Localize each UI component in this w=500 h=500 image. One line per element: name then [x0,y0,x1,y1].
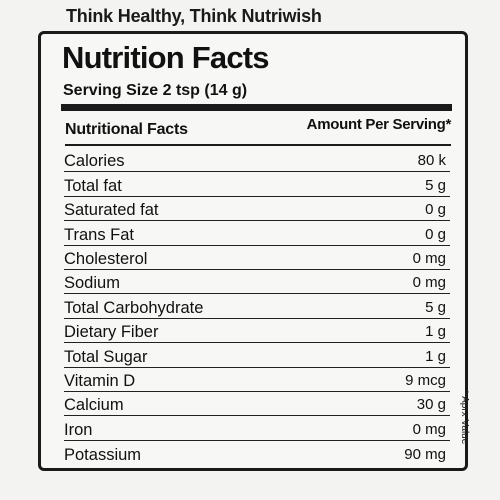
nutrient-name: Vitamin D [64,371,136,390]
table-row: Vitamin D 9 mcg [64,368,450,392]
nutrient-name: Cholesterol [64,249,148,268]
table-row: Iron 0 mg [64,416,450,441]
nutrient-name: Total Sugar [64,347,148,366]
table-row: Sodium 0 mg [64,270,450,295]
nutrient-amount: 30 g [416,396,446,414]
bottom-edge [0,485,500,500]
table-row: Cholesterol 0 mg [64,246,450,270]
nutrient-table: Calories 80 k Total fat 5 g Saturated fa… [64,148,450,465]
table-row: Saturated fat 0 g [64,197,450,222]
nutrient-amount: 1 g [425,323,446,341]
nutrient-name: Total Carbohydrate [64,298,204,317]
nutrient-name: Trans Fat [64,225,134,244]
approx-value-note: * Aprx Value [459,390,470,445]
nutrient-amount: 5 g [425,298,446,316]
nutrient-name: Total fat [64,176,122,195]
nutrient-amount: 9 mcg [405,371,446,389]
table-row: Calories 80 k [64,148,450,173]
table-row: Total fat 5 g [64,172,450,197]
nutrient-amount: 90 mg [404,446,446,464]
nutrient-name: Calcium [64,396,124,415]
nutrient-amount: 0 mg [412,420,446,438]
table-row: Trans Fat 0 g [64,221,450,246]
nutrient-amount: 5 g [425,176,446,194]
nutrient-amount: 0 g [425,201,446,219]
nutrient-name: Sodium [64,274,120,293]
panel-title: Nutrition Facts [62,40,270,75]
nutrient-amount: 0 g [425,225,446,243]
divider-bar [61,104,452,111]
table-row: Dietary Fiber 1 g [64,319,450,344]
nutrient-amount: 0 mg [412,274,446,292]
table-header: Nutritional Facts Amount Per Serving* [65,116,452,146]
nutrient-amount: 0 mg [412,249,446,267]
nutrient-name: Calories [64,152,125,171]
nutrient-amount: 80 k [417,152,446,170]
header-amount-label: Amount Per Serving* [306,116,452,133]
nutrient-name: Iron [64,420,93,439]
nutrient-name: Dietary Fiber [64,323,159,342]
nutrient-name: Potassium [64,446,142,465]
brand-tagline: Think Healthy, Think Nutriwish [66,6,322,26]
nutrient-name: Saturated fat [64,201,159,220]
table-row: Calcium 30 g [64,392,450,417]
table-row: Potassium 90 mg [64,441,450,465]
serving-size: Serving Size 2 tsp (14 g) [63,82,248,99]
table-row: Total Sugar 1 g [64,343,450,368]
header-nutrient-label: Nutritional Facts [65,121,188,138]
nutrient-amount: 1 g [425,347,446,365]
table-row: Total Carbohydrate 5 g [64,294,450,319]
